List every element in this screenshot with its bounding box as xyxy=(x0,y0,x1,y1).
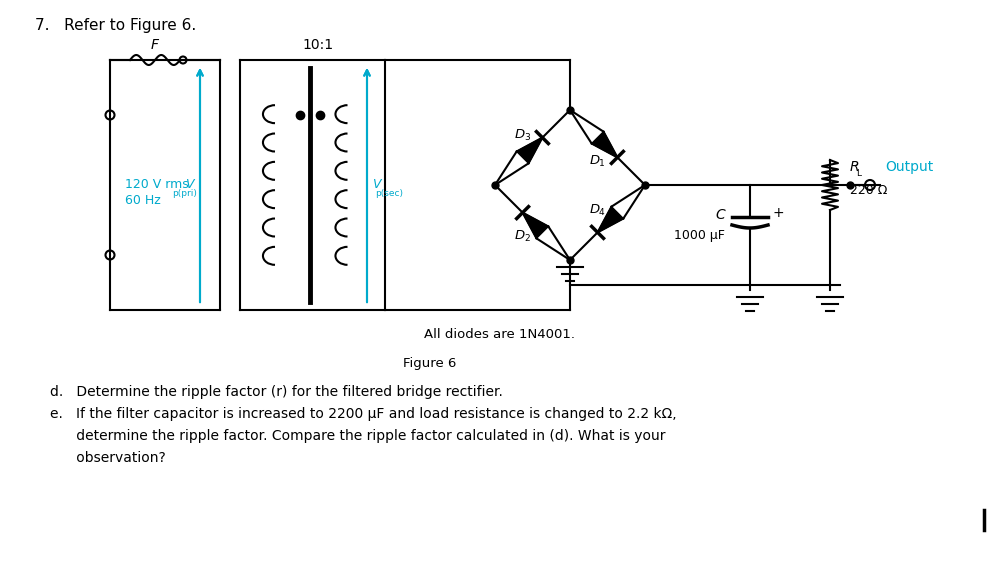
Text: D: D xyxy=(590,154,600,167)
Text: determine the ripple factor. Compare the ripple factor calculated in (d). What i: determine the ripple factor. Compare the… xyxy=(50,429,665,443)
Polygon shape xyxy=(517,138,543,164)
Polygon shape xyxy=(523,212,548,238)
Text: 1000 μF: 1000 μF xyxy=(674,229,725,242)
Text: d.   Determine the ripple factor (r) for the filtered bridge rectifier.: d. Determine the ripple factor (r) for t… xyxy=(50,385,503,399)
Text: V: V xyxy=(372,179,380,192)
Text: L: L xyxy=(856,169,861,178)
Text: C: C xyxy=(715,208,725,222)
Text: F: F xyxy=(151,38,159,52)
Text: e.   If the filter capacitor is increased to 2200 μF and load resistance is chan: e. If the filter capacitor is increased … xyxy=(50,407,676,421)
Text: 2: 2 xyxy=(524,234,530,243)
Text: D: D xyxy=(515,128,525,141)
Text: 3: 3 xyxy=(524,133,530,142)
Text: 120 V rms: 120 V rms xyxy=(125,179,189,192)
Text: 7.   Refer to Figure 6.: 7. Refer to Figure 6. xyxy=(35,18,196,33)
Text: All diodes are 1N4001.: All diodes are 1N4001. xyxy=(425,328,575,341)
Text: D: D xyxy=(515,229,525,242)
Polygon shape xyxy=(592,132,618,157)
Polygon shape xyxy=(598,207,624,233)
Text: 220 Ω: 220 Ω xyxy=(850,184,887,197)
Text: R: R xyxy=(850,160,859,174)
Text: 60 Hz: 60 Hz xyxy=(125,193,160,206)
Text: p(pri): p(pri) xyxy=(172,188,197,197)
Text: Figure 6: Figure 6 xyxy=(403,357,456,370)
Text: +: + xyxy=(772,206,784,220)
Text: observation?: observation? xyxy=(50,451,165,465)
Text: Output: Output xyxy=(885,160,934,174)
Text: p(sec): p(sec) xyxy=(375,188,403,197)
Text: 10:1: 10:1 xyxy=(302,38,333,52)
Text: 4: 4 xyxy=(599,209,605,217)
Text: 1: 1 xyxy=(599,158,605,167)
Text: V: V xyxy=(185,179,194,192)
Text: D: D xyxy=(590,203,600,216)
